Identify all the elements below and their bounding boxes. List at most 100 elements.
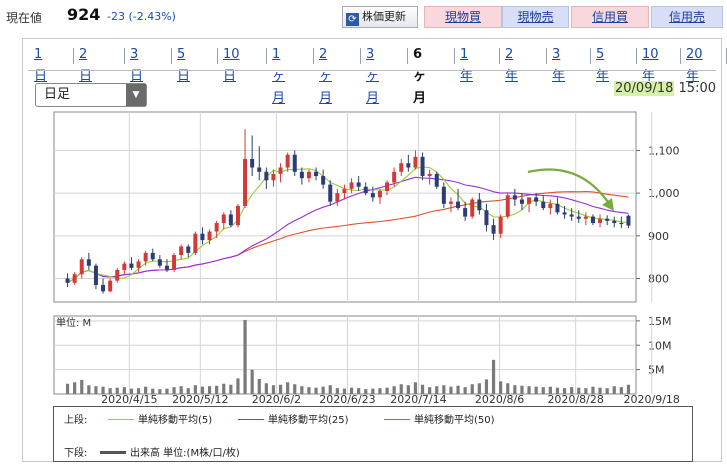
tab-separator: [546, 48, 547, 64]
tab-separator: [680, 48, 681, 64]
tab-period-6[interactable]: 1ヶ月: [272, 47, 286, 106]
volume-bar: [378, 388, 382, 394]
candle-up: [527, 197, 532, 204]
candle-up: [385, 182, 390, 191]
tab-period-5[interactable]: 10日: [223, 47, 240, 84]
volume-bar: [335, 388, 339, 394]
refresh-price-button[interactable]: ⟳ 株価更新: [342, 6, 418, 28]
volume-bar: [570, 387, 574, 394]
candle-up: [172, 255, 177, 270]
volume-bar: [101, 386, 105, 394]
volume-bar: [399, 384, 403, 394]
candle-down: [328, 184, 333, 202]
date-tick-label: 2020/6/23: [319, 393, 375, 406]
volume-bar: [300, 386, 304, 394]
tab-separator: [499, 48, 500, 64]
tab-period-7[interactable]: 2ヶ月: [319, 47, 333, 106]
refresh-icon: ⟳: [346, 13, 359, 26]
volume-plot-area: [53, 315, 637, 395]
tab-period-10[interactable]: 1年: [460, 47, 474, 84]
candle-up: [598, 218, 603, 224]
candle-down: [456, 201, 461, 209]
date-tick-label: 2020/7/14: [390, 393, 446, 406]
candle-up: [235, 205, 240, 226]
tab-period-14[interactable]: 10年: [642, 47, 659, 84]
tab-separator: [171, 48, 172, 64]
tab-period-8[interactable]: 3ヶ月: [366, 47, 380, 106]
quote-bar: 現在値 924 -23 (-2.43%) ⟳ 株価更新 現物買 現物売 信用買 信…: [0, 0, 727, 34]
candle-up: [115, 269, 120, 281]
cash-sell-button[interactable]: 現物売: [502, 6, 569, 28]
candle-down: [292, 154, 297, 172]
tab-period-1[interactable]: 1日: [34, 47, 48, 84]
cash-buy-button[interactable]: 現物買: [424, 6, 502, 28]
candle-down: [101, 284, 106, 292]
candle-down: [441, 186, 446, 204]
candle-down: [612, 220, 617, 224]
volume-bar: [626, 384, 631, 394]
candle-down: [569, 214, 574, 217]
tab-period-3[interactable]: 3日: [130, 47, 144, 84]
tab-period-12[interactable]: 3年: [552, 47, 566, 84]
volume-bar: [506, 383, 510, 394]
tab-period-2[interactable]: 2日: [79, 47, 93, 84]
candle-up: [548, 203, 553, 209]
candle-down: [93, 265, 98, 285]
margin-sell-button[interactable]: 信用売: [651, 6, 723, 28]
volume-bar: [499, 381, 503, 394]
volume-bar: [477, 383, 481, 394]
volume-bar: [122, 387, 126, 394]
candle-up: [108, 280, 113, 292]
volume-bar: [179, 386, 183, 394]
tab-separator: [73, 48, 74, 64]
candle-up: [79, 259, 84, 275]
tab-separator: [360, 48, 361, 64]
volume-tick-label: 10M: [648, 339, 672, 352]
volume-bar: [186, 388, 190, 394]
candle-up: [193, 233, 198, 253]
volume-bar: [328, 385, 332, 394]
candle-up: [221, 214, 226, 224]
candle-down: [555, 203, 560, 213]
legend-ma5: 単純移動平均(5): [108, 411, 212, 426]
candle-up: [285, 154, 290, 168]
tab-period-4[interactable]: 5日: [177, 47, 191, 84]
volume-bar: [207, 386, 212, 394]
volume-tick-label: 15M: [648, 315, 672, 328]
price-tick-label: 900: [648, 230, 669, 243]
volume-bar: [349, 387, 354, 394]
tab-period-11[interactable]: 2年: [505, 47, 519, 84]
candle-down: [484, 210, 489, 226]
volume-bar: [357, 388, 361, 394]
candle-down: [157, 259, 162, 266]
candle-down: [420, 156, 425, 177]
tab-separator: [266, 48, 267, 64]
tab-period-15[interactable]: 20年: [686, 47, 703, 84]
timestamp: 20/09/18 15:00: [614, 81, 716, 96]
tab-period-13[interactable]: 5年: [596, 47, 610, 84]
date-tick-label: 2020/6/2: [252, 393, 301, 406]
candle-up: [427, 173, 432, 177]
volume-bar: [229, 384, 233, 394]
trend-arrowhead-icon: [602, 198, 614, 211]
volume-bar: [619, 387, 623, 394]
candle-down: [321, 176, 326, 185]
tab-separator: [454, 48, 455, 64]
volume-bar: [584, 388, 588, 394]
candle-up: [399, 163, 404, 172]
candle-down: [477, 199, 482, 211]
candle-down: [86, 259, 91, 266]
candle-up: [448, 201, 453, 204]
tab-period-9[interactable]: 6ヶ月: [413, 47, 427, 106]
margin-buy-button[interactable]: 信用買: [571, 6, 649, 28]
candle-down: [463, 208, 468, 217]
candle-down: [65, 278, 70, 283]
candle-up: [278, 167, 283, 174]
candle-down: [434, 173, 439, 187]
volume-bar: [129, 388, 134, 394]
candle-down: [186, 246, 191, 253]
volume-tick-label: 5M: [648, 364, 665, 377]
interval-select[interactable]: 日足 ▼: [35, 83, 147, 107]
volume-bar: [527, 386, 531, 394]
